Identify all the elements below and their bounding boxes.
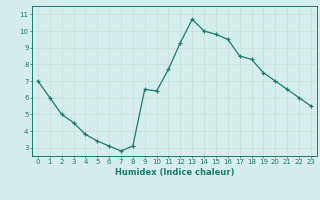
X-axis label: Humidex (Indice chaleur): Humidex (Indice chaleur) xyxy=(115,168,234,177)
